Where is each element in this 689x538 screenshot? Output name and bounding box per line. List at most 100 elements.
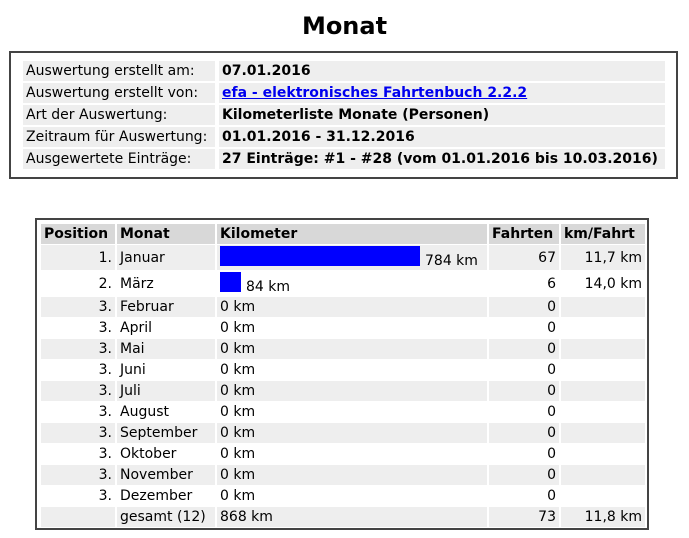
cell-position: 3. [41,297,115,317]
table-row: 3. Mai 0 km 0 [41,339,645,359]
info-label: Art der Auswertung: [23,105,215,125]
table-row: 3. Dezember 0 km 0 [41,486,645,506]
total-km-fahrt: 11,8 km [561,507,645,527]
header-kilometer: Kilometer [217,224,487,244]
cell-km-fahrt: 14,0 km [561,271,645,296]
cell-monat: Juni [117,360,215,380]
kilometer-value: 0 km [217,360,487,380]
cell-position: 3. [41,360,115,380]
table-header-row: Position Monat Kilometer Fahrten km/Fahr… [41,224,645,244]
info-label: Ausgewertete Einträge: [23,149,215,169]
kilometer-value: 0 km [217,486,487,506]
total-position [41,507,115,527]
cell-monat: November [117,465,215,485]
info-row-report-type: Art der Auswertung: Kilometerliste Monat… [23,105,665,125]
report-info-table: Auswertung erstellt am: 07.01.2016 Auswe… [19,59,669,171]
cell-position: 1. [41,245,115,270]
cell-fahrten: 0 [489,381,559,401]
cell-monat: September [117,423,215,443]
info-label: Auswertung erstellt von: [23,83,215,103]
header-km-fahrt: km/Fahrt [561,224,645,244]
cell-fahrten: 0 [489,360,559,380]
cell-kilometer: 84 km [217,271,487,296]
cell-fahrten: 0 [489,402,559,422]
cell-monat: Februar [117,297,215,317]
table-row: 3. September 0 km 0 [41,423,645,443]
table-row: 3. April 0 km 0 [41,318,645,338]
kilometer-bar-wrap: 784 km [220,245,478,270]
cell-fahrten: 0 [489,444,559,464]
table-row: 3. Februar 0 km 0 [41,297,645,317]
cell-monat: Oktober [117,444,215,464]
info-row-created-by: Auswertung erstellt von: efa - elektroni… [23,83,665,103]
info-label: Zeitraum für Auswertung: [23,127,215,147]
cell-fahrten: 67 [489,245,559,270]
table-row: 2. März 84 km 6 14,0 km [41,271,645,296]
info-value: 07.01.2016 [219,61,665,81]
cell-km-fahrt [561,402,645,422]
cell-km-fahrt [561,486,645,506]
cell-km-fahrt [561,465,645,485]
cell-position: 3. [41,381,115,401]
cell-monat: Dezember [117,486,215,506]
cell-fahrten: 0 [489,318,559,338]
cell-position: 2. [41,271,115,296]
efa-link[interactable]: efa - elektronisches Fahrtenbuch 2.2.2 [222,85,528,101]
total-fahrten: 73 [489,507,559,527]
cell-monat: August [117,402,215,422]
info-value: 01.01.2016 - 31.12.2016 [219,127,665,147]
cell-position: 3. [41,465,115,485]
kilometer-value: 784 km [425,253,478,269]
cell-position: 3. [41,423,115,443]
page-title: Monat [301,12,388,40]
cell-monat: Juli [117,381,215,401]
report-info-box: Auswertung erstellt am: 07.01.2016 Auswe… [9,51,678,179]
cell-km-fahrt [561,381,645,401]
cell-km-fahrt [561,423,645,443]
cell-km-fahrt [561,339,645,359]
total-monat: gesamt (12) [117,507,215,527]
cell-fahrten: 0 [489,297,559,317]
cell-km-fahrt [561,444,645,464]
table-row: 3. Oktober 0 km 0 [41,444,645,464]
kilometer-value: 0 km [217,402,487,422]
cell-monat: Januar [117,245,215,270]
cell-monat: März [117,271,215,296]
info-row-period: Zeitraum für Auswertung: 01.01.2016 - 31… [23,127,665,147]
table-total-row: gesamt (12) 868 km 73 11,8 km [41,507,645,527]
info-value: efa - elektronisches Fahrtenbuch 2.2.2 [219,83,665,103]
header-position: Position [41,224,115,244]
kilometer-value: 0 km [217,465,487,485]
cell-monat: April [117,318,215,338]
table-row: 3. August 0 km 0 [41,402,645,422]
kilometer-bar [220,246,420,266]
kilometer-value: 0 km [217,297,487,317]
kilometer-value: 0 km [217,423,487,443]
cell-position: 3. [41,444,115,464]
table-row: 1. Januar 784 km 67 11,7 km [41,245,645,270]
kilometer-bar-wrap: 84 km [220,271,290,296]
cell-km-fahrt [561,360,645,380]
info-row-created-at: Auswertung erstellt am: 07.01.2016 [23,61,665,81]
info-value: Kilometerliste Monate (Personen) [219,105,665,125]
table-row: 3. Juni 0 km 0 [41,360,645,380]
cell-position: 3. [41,486,115,506]
cell-km-fahrt [561,318,645,338]
cell-position: 3. [41,339,115,359]
cell-fahrten: 0 [489,339,559,359]
header-monat: Monat [117,224,215,244]
info-value: 27 Einträge: #1 - #28 (vom 01.01.2016 bi… [219,149,665,169]
kilometer-value: 84 km [246,279,291,295]
table-row: 3. November 0 km 0 [41,465,645,485]
cell-km-fahrt [561,297,645,317]
info-row-entries: Ausgewertete Einträge: 27 Einträge: #1 -… [23,149,665,169]
total-kilometer: 868 km [217,507,487,527]
kilometer-value: 0 km [217,339,487,359]
info-label: Auswertung erstellt am: [23,61,215,81]
cell-fahrten: 0 [489,465,559,485]
kilometer-value: 0 km [217,381,487,401]
cell-position: 3. [41,318,115,338]
table-row: 3. Juli 0 km 0 [41,381,645,401]
kilometer-table: Position Monat Kilometer Fahrten km/Fahr… [35,218,649,530]
cell-fahrten: 0 [489,486,559,506]
